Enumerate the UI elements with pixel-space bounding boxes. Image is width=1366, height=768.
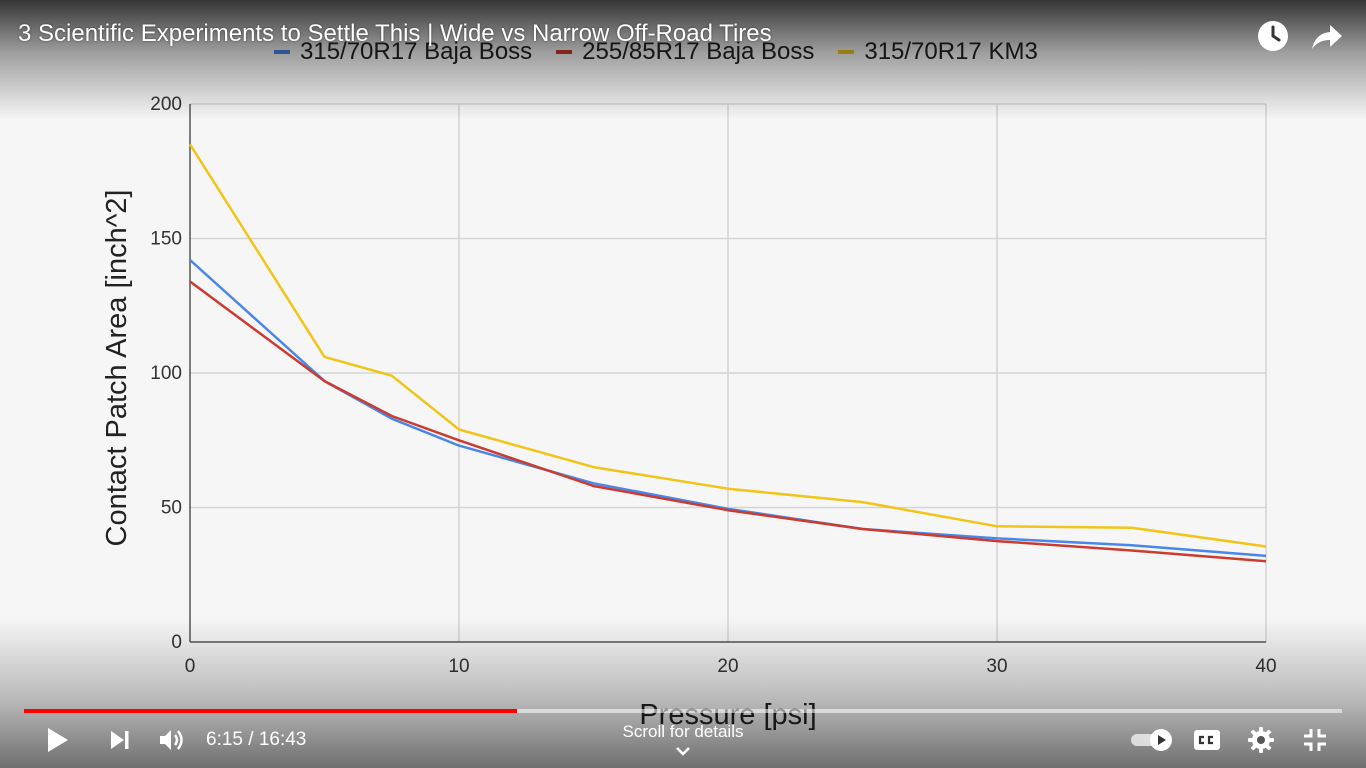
watch-later-button[interactable] [1255,18,1291,54]
share-arrow-icon [1312,25,1342,49]
legend-swatch-red [556,50,573,54]
y-tick-label: 200 [150,94,182,115]
video-title[interactable]: 3 Scientific Experiments to Settle This … [18,20,772,47]
y-axis-label: Contact Patch Area [inch^2] [101,190,133,547]
autoplay-toggle[interactable] [1128,722,1176,758]
volume-button[interactable] [154,722,190,758]
autoplay-toggle-icon [1131,729,1172,751]
chart-tick-labels: 0 50 100 150 200 0 10 20 30 40 [150,94,1276,677]
x-tick-label: 30 [986,656,1007,677]
chevron-down-icon[interactable] [673,744,693,760]
legend-label: 315/70R17 KM3 [864,38,1038,65]
y-tick-label: 50 [161,498,182,519]
x-tick-label: 40 [1255,656,1276,677]
captions-button[interactable] [1189,722,1225,758]
captions-icon [1194,730,1220,750]
y-tick-label: 100 [150,363,182,384]
x-tick-label: 10 [448,656,469,677]
y-tick-label: 0 [171,632,182,653]
series-line-2 [188,143,1267,548]
clock-icon [1258,21,1288,51]
chart-grid [190,103,1267,642]
play-icon [48,728,68,752]
next-icon [111,731,129,749]
x-tick-label: 0 [185,656,196,677]
x-tick-label: 20 [717,656,738,677]
settings-icon [1248,727,1274,753]
exit-fullscreen-icon [1304,729,1326,751]
settings-button[interactable] [1243,722,1279,758]
legend-swatch-yellow [838,50,855,54]
play-button[interactable] [40,722,76,758]
chart-series [188,143,1267,563]
y-tick-label: 150 [150,229,182,250]
scroll-for-details[interactable]: Scroll for details [622,722,744,741]
legend-swatch-blue [274,50,290,54]
next-button[interactable] [102,722,138,758]
exit-fullscreen-button[interactable] [1297,722,1333,758]
progress-bar[interactable] [24,709,1342,713]
legend-item-315-km3: 315/70R17 KM3 [838,38,1038,66]
series-line-1 [189,280,1267,563]
share-button[interactable] [1309,18,1345,54]
progress-played [24,709,517,713]
volume-icon [160,730,183,750]
time-display: 6:15 / 16:43 [206,729,307,750]
